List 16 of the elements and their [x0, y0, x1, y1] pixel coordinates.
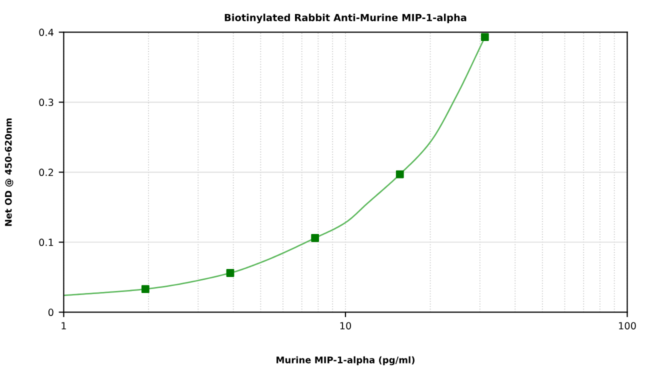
chart-title: Biotinylated Rabbit Anti-Murine MIP-1-alpha: [224, 14, 466, 24]
point: [480, 33, 489, 42]
point: [226, 269, 234, 277]
x-tick-label: 100: [619, 322, 636, 330]
y-tick-label: 0.2: [39, 168, 54, 176]
x-axis-title: Murine MIP-1-alpha (pg/ml): [276, 356, 414, 366]
point: [141, 285, 150, 294]
point: [311, 234, 320, 242]
y-tick-label: 0.1: [39, 238, 54, 246]
x-tick-label: 10: [340, 322, 352, 330]
y-tick-label: 0: [48, 308, 54, 316]
y-tick-label: 0.3: [39, 98, 54, 106]
y-axis-title: Net OD @ 450-620nm: [4, 118, 14, 226]
point: [396, 170, 404, 178]
x-tick-label: 1: [62, 322, 66, 330]
y-tick-label: 0.4: [39, 28, 54, 36]
